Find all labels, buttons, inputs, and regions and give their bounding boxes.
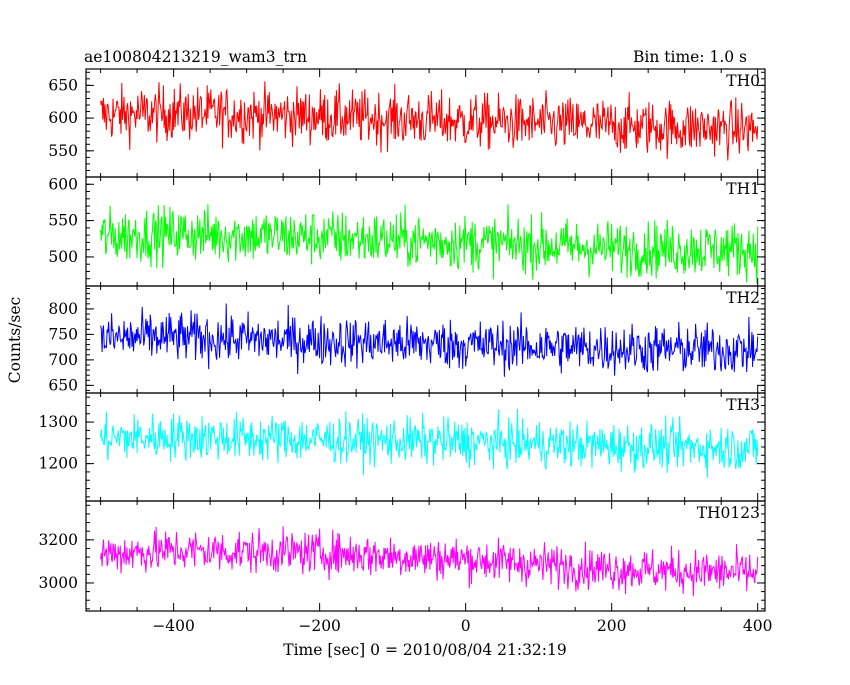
y-tick-label: 750	[48, 325, 78, 343]
x-tick-label: −200	[298, 617, 341, 635]
panel-th2: 650 700 750 800 TH2	[48, 285, 766, 394]
series-line-th2	[100, 303, 759, 377]
y-tick-label: 650	[48, 376, 78, 394]
panel-th1: 500 550 600 TH1	[48, 175, 766, 287]
x-tick-label: 400	[743, 617, 773, 635]
y-tick-label: 1200	[39, 455, 78, 473]
panel-frame	[85, 68, 766, 178]
series-line-th0	[100, 81, 759, 161]
panels: 550 600 650 TH0 500 550 600 TH1 650 700 750 800 TH2 1…	[39, 68, 773, 635]
y-tick-label: 3000	[39, 574, 78, 592]
y-tick-label: 700	[48, 351, 78, 369]
bin-time-label: Bin time: 1.0 s	[633, 48, 747, 66]
x-axis-label: Time [sec] 0 = 2010/08/04 21:32:19	[283, 641, 567, 659]
y-tick-label: 550	[48, 212, 78, 230]
panel-label-th2: TH2	[726, 289, 760, 307]
x-tick-label: 200	[597, 617, 627, 635]
plot-title: ae100804213219_wam3_trn	[84, 48, 307, 66]
y-tick-label: 1300	[39, 413, 78, 431]
y-tick-label: 800	[48, 300, 78, 318]
series-line-th1	[100, 204, 759, 284]
panel-th0: 550 600 650 TH0	[48, 68, 766, 178]
x-tick-label: 0	[461, 617, 471, 635]
panel-frame	[85, 500, 766, 612]
panel-th3: 1200 1300 TH3	[39, 392, 766, 502]
y-axis-label: Counts/sec	[6, 297, 24, 383]
y-tick-label: 650	[48, 76, 78, 94]
panel-label-th0123: TH0123	[697, 504, 760, 522]
panel-th0123: 3000 3200 TH0123	[39, 500, 766, 612]
y-tick-label: 3200	[39, 531, 78, 549]
panel-label-th1: TH1	[726, 180, 760, 198]
panel-label-th0: TH0	[726, 72, 760, 90]
y-tick-label: 600	[48, 175, 78, 193]
y-tick-label: 550	[48, 142, 78, 160]
y-tick-label: 500	[48, 248, 78, 266]
series-line-th3	[100, 408, 759, 478]
y-tick-label: 600	[48, 109, 78, 127]
x-tick-label: −400	[152, 617, 195, 635]
panel-label-th3: TH3	[726, 396, 760, 414]
series-line-th0123	[100, 526, 759, 597]
